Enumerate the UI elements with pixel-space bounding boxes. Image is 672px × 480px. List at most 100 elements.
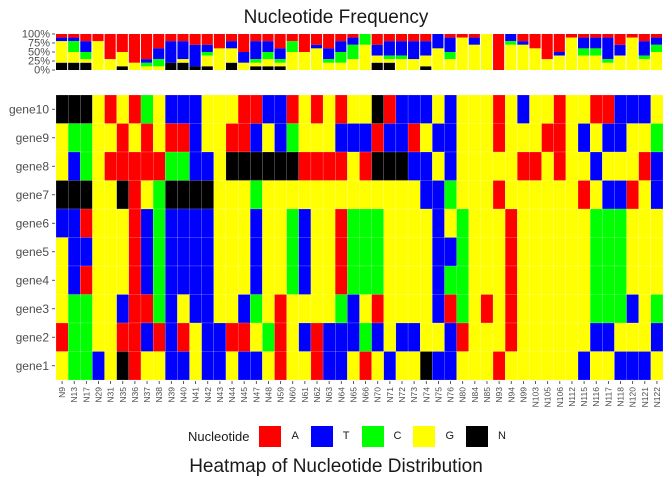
heatmap-x-label-n59: N59: [276, 387, 286, 403]
heatmap-cell-gene2-n42: [201, 322, 214, 352]
freq-bar-n48-a: [262, 34, 274, 42]
heatmap-cell-gene10-n44: [225, 94, 239, 124]
heatmap-cell-gene4-n63: [322, 265, 336, 295]
freq-bar-n9-t: [56, 37, 68, 42]
heatmap-cell-gene7-n76: [444, 180, 457, 210]
freq-bar-n65-t: [347, 37, 359, 45]
freq-bar-n70-a: [371, 34, 383, 45]
freq-bar-n40-a: [177, 34, 189, 42]
heatmap-cell-gene9-n60: [286, 123, 299, 153]
freq-bar-n116-t: [590, 37, 602, 49]
heatmap-cell-gene7-n99: [517, 180, 530, 210]
bar-chart-title: Nucleotide Frequency: [243, 7, 429, 28]
freq-bar-n99-g: [517, 44, 529, 70]
heatmap-cell-gene9-n65: [347, 123, 360, 153]
heatmap-cell-gene4-n42: [201, 265, 214, 295]
heatmap-cell-gene2-n29: [92, 322, 105, 352]
heatmap-cell-gene8-n75: [432, 151, 445, 181]
heatmap-cell-gene4-n115: [577, 265, 591, 295]
heatmap-cell-gene8-n80: [456, 151, 469, 181]
heatmap-cell-gene2-n38: [152, 322, 166, 352]
heatmap-cell-gene9-n80: [456, 123, 469, 153]
heatmap-cell-gene2-n41: [189, 322, 202, 352]
freq-bar-n73-t: [408, 41, 420, 60]
freq-bar-n35-a: [116, 34, 128, 52]
freq-bar-n106-t: [553, 52, 565, 56]
heatmap-cell-gene3-n13: [68, 294, 81, 324]
heatmap-x-label-n43: N43: [215, 387, 225, 403]
heatmap-cell-gene2-n39: [165, 322, 178, 352]
heatmap-cell-gene4-n103: [529, 265, 542, 295]
heatmap-x-label-n39: N39: [166, 387, 176, 403]
heatmap-cell-gene3-n42: [201, 294, 214, 324]
heatmap-cell-gene6-n66: [359, 208, 372, 238]
heatmap-cell-gene4-n105: [541, 265, 554, 295]
heatmap-cell-gene4-n47: [250, 265, 263, 295]
freq-bar-n40-g: [177, 59, 189, 63]
heatmap-cell-gene8-n103: [529, 151, 542, 181]
heatmap-cell-gene4-n118: [614, 265, 627, 295]
heatmap-cell-gene1-n62: [310, 351, 324, 381]
freq-bar-n71-t: [383, 41, 395, 56]
freq-bar-n59-n: [274, 66, 286, 70]
freq-bar-n17-n: [80, 62, 92, 70]
heatmap-cell-gene7-n47: [250, 180, 263, 210]
heatmap-cell-gene6-n13: [68, 208, 81, 238]
heatmap-cell-gene8-n116: [590, 151, 603, 181]
freq-bar-n115-g: [578, 55, 590, 70]
heatmap-cell-gene6-n64: [335, 208, 348, 238]
freq-bar-n118-a: [614, 34, 626, 45]
heatmap-cell-gene5-n70: [371, 237, 384, 267]
heatmap-cell-gene10-n94: [505, 94, 518, 124]
heatmap-cell-gene10-n84: [468, 94, 482, 124]
heatmap-cell-gene8-n73: [407, 151, 421, 181]
heatmap-cell-gene1-n9: [55, 351, 69, 381]
freq-bar-n64-a: [335, 34, 347, 42]
heatmap-x-label-n73: N73: [409, 387, 419, 403]
heatmap-cell-gene3-n47: [250, 294, 263, 324]
heatmap-cell-gene7-n43: [213, 180, 227, 210]
freq-bar-n105-a: [541, 34, 553, 60]
freq-y-tick-label: 0%: [34, 65, 50, 77]
heatmap-cell-gene2-n122: [650, 322, 664, 352]
heatmap-cell-gene10-n35: [116, 94, 129, 124]
legend-label-c: C: [393, 430, 402, 442]
freq-bar-n42-g: [201, 55, 213, 67]
heatmap-cell-gene2-n118: [614, 322, 627, 352]
heatmap-cell-gene9-n72: [395, 123, 409, 153]
heatmap-cell-gene9-n62: [310, 123, 324, 153]
legend-item-g: G: [413, 425, 454, 447]
heatmap-cell-gene2-n93: [492, 322, 506, 352]
heatmap-cell-gene10-n70: [371, 94, 384, 124]
freq-bar-n36-g: [128, 62, 140, 70]
heatmap-cell-gene8-n112: [565, 151, 579, 181]
heatmap-cell-gene1-n45: [237, 351, 251, 381]
heatmap-cell-gene5-n17: [80, 237, 93, 267]
heatmap-cell-gene6-n47: [250, 208, 263, 238]
heatmap-cell-gene7-n65: [347, 180, 360, 210]
freq-bar-n99-t: [517, 41, 529, 45]
heatmap-cell-gene9-n9: [55, 123, 69, 153]
heatmap-cell-gene8-n59: [274, 151, 287, 181]
heatmap-cell-gene2-n40: [177, 322, 190, 352]
heatmap-cell-gene7-n42: [201, 180, 214, 210]
heatmap-cell-gene9-n66: [359, 123, 372, 153]
heatmap-cell-gene7-n72: [395, 180, 409, 210]
heatmap-cell-gene5-n31: [104, 237, 117, 267]
freq-bar-n121-c: [638, 55, 650, 60]
heatmap-cell-gene7-n122: [650, 180, 664, 210]
heatmap-cell-gene1-n43: [213, 351, 227, 381]
freq-y-tick-label: 50%: [28, 47, 50, 59]
heatmap-cell-gene5-n72: [395, 237, 409, 267]
freq-bar-n72-a: [395, 34, 408, 42]
heatmap-cell-gene5-n13: [68, 237, 81, 267]
heatmap-cell-gene2-n80: [456, 322, 469, 352]
heatmap-cell-gene3-n117: [602, 294, 615, 324]
heatmap-cell-gene2-n61: [298, 322, 312, 352]
heatmap-cell-gene3-n48: [262, 294, 275, 324]
heatmap-cell-gene7-n106: [553, 180, 567, 210]
heatmap-x-label-n17: N17: [81, 387, 91, 403]
heatmap-cell-gene10-n62: [310, 94, 324, 124]
heatmap-cell-gene1-n37: [140, 351, 154, 381]
freq-bar-n13-a: [68, 34, 80, 38]
